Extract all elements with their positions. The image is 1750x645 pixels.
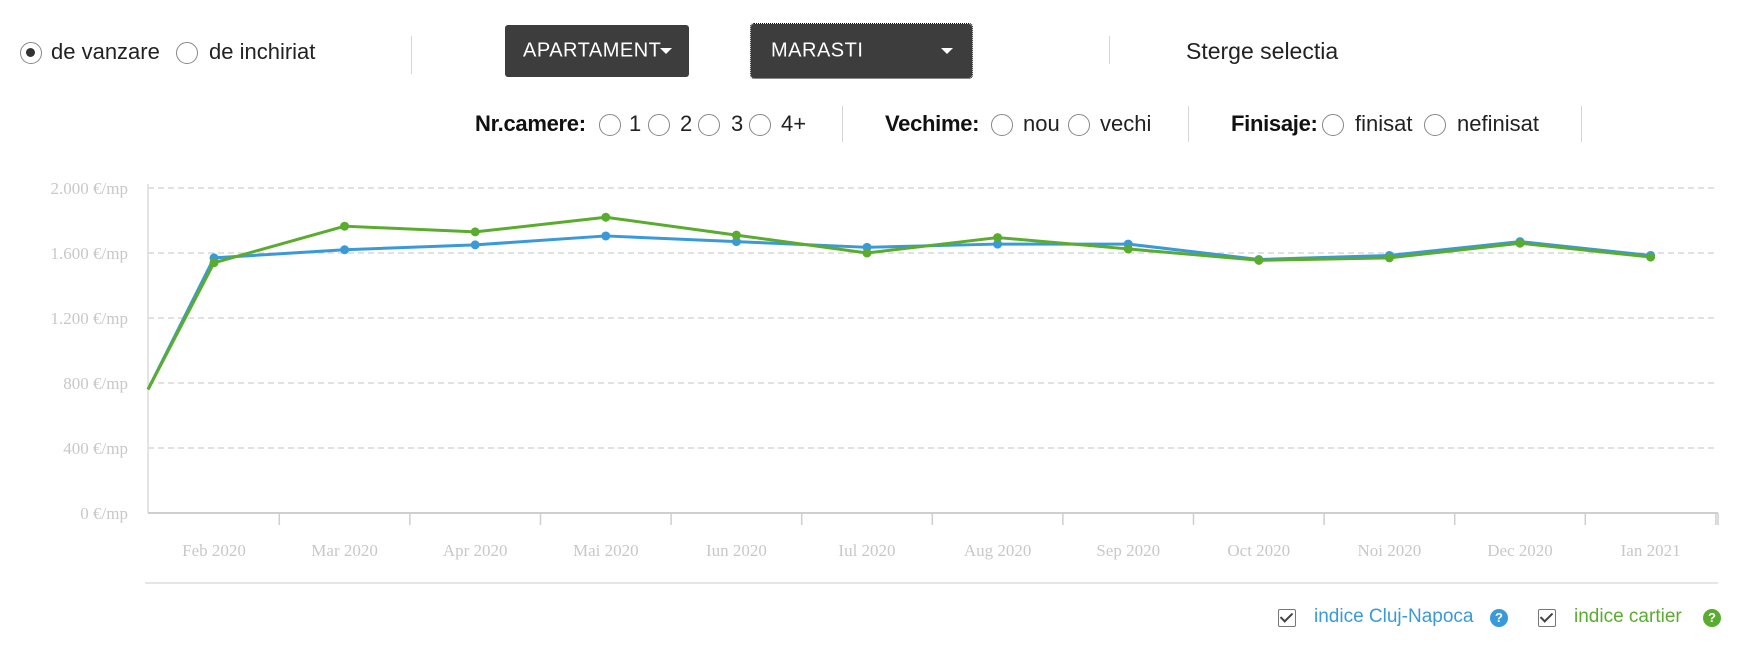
x-tick-label: Feb 2020 (182, 541, 246, 560)
y-tick-label: 1.200 €/mp (51, 309, 128, 328)
radio-sale[interactable] (20, 42, 42, 64)
x-tick-label: Iun 2020 (706, 541, 767, 560)
rooms-option-label[interactable]: 1 (629, 111, 642, 136)
checkbox-city[interactable] (1278, 609, 1296, 627)
rooms-option-label[interactable]: 2 (680, 111, 693, 136)
data-point (340, 245, 350, 255)
finish-option-label[interactable]: nefinisat (1457, 111, 1539, 136)
radio-rent-label[interactable]: de inchiriat (209, 39, 316, 64)
data-point (340, 221, 350, 231)
x-tick-label: Ian 2021 (1621, 541, 1681, 560)
data-point (1384, 253, 1394, 263)
data-point (731, 237, 741, 247)
neighborhood-value: MARASTI (771, 39, 864, 62)
help-icon[interactable]: ? (1490, 609, 1508, 627)
radio-finish-unfinished[interactable] (1424, 114, 1446, 136)
data-point (1254, 255, 1264, 265)
y-tick-label: 1.600 €/mp (51, 244, 128, 263)
data-point (993, 233, 1003, 243)
radio-finish-finished[interactable] (1322, 114, 1344, 136)
chevron-down-icon (941, 48, 953, 54)
neighborhood-dropdown[interactable]: MARASTI (750, 23, 973, 79)
rooms-label: Nr.camere: (475, 111, 586, 136)
radio-rooms-1[interactable] (599, 114, 621, 136)
data-point (470, 240, 480, 250)
clear-selection-link[interactable]: Sterge selectia (1186, 38, 1339, 64)
age-label: Vechime: (885, 111, 980, 136)
x-tick-label: Sep 2020 (1096, 541, 1160, 560)
radio-age-new[interactable] (991, 114, 1013, 136)
divider (842, 106, 843, 142)
data-point (470, 227, 480, 237)
radio-age-old[interactable] (1068, 114, 1090, 136)
divider (1188, 106, 1189, 142)
y-tick-label: 800 €/mp (63, 374, 128, 393)
data-point (731, 230, 741, 240)
series-line-city (146, 234, 1651, 391)
legend-district-label: indice cartier (1574, 606, 1682, 627)
y-tick-label: 400 €/mp (63, 439, 128, 458)
divider (411, 36, 412, 74)
finish-option-label[interactable]: finisat (1355, 111, 1413, 136)
rooms-option-label[interactable]: 4+ (781, 111, 807, 136)
y-tick-label: 0 €/mp (80, 504, 128, 523)
age-option-label[interactable]: nou (1023, 111, 1060, 136)
radio-rooms-2[interactable] (648, 114, 670, 136)
chevron-down-icon (660, 48, 672, 54)
x-tick-label: Noi 2020 (1358, 541, 1422, 560)
radio-rooms-3[interactable] (698, 114, 720, 136)
data-point (1123, 244, 1133, 254)
divider (1109, 36, 1110, 64)
x-tick-label: Mar 2020 (311, 541, 378, 560)
age-option-label[interactable]: vechi (1100, 111, 1152, 136)
data-point (993, 239, 1003, 249)
data-point (1515, 238, 1525, 248)
checkbox-district[interactable] (1538, 609, 1556, 627)
divider (1581, 106, 1582, 142)
data-point (601, 231, 611, 241)
x-tick-label: Mai 2020 (573, 541, 639, 560)
x-tick-label: Dec 2020 (1487, 541, 1553, 560)
price-index-chart: 0 €/mp 400 €/mp 800 €/mp 1.200 €/mp 1.600 €/… (51, 179, 1719, 584)
rooms-option-label[interactable]: 3 (731, 111, 744, 136)
y-tick-label: 2.000 €/mp (51, 179, 128, 198)
data-point (209, 258, 219, 268)
data-point (601, 212, 611, 222)
x-tick-label: Apr 2020 (443, 541, 508, 560)
data-point (1646, 252, 1656, 262)
filter-bar-top: de vanzare de inchiriat APARTAMENT MARAS… (0, 0, 1750, 100)
x-tick-label: Oct 2020 (1227, 541, 1290, 560)
finish-label: Finisaje: (1231, 111, 1318, 136)
data-point (862, 248, 872, 258)
radio-rent[interactable] (176, 42, 198, 64)
legend-city-label: indice Cluj-Napoca (1314, 606, 1474, 627)
series-line-district (146, 215, 1651, 391)
x-tick-label: Iul 2020 (838, 541, 895, 560)
help-icon[interactable]: ? (1703, 609, 1721, 627)
property-type-dropdown[interactable]: APARTAMENT (505, 25, 689, 77)
x-tick-label: Aug 2020 (964, 541, 1032, 560)
property-type-value: APARTAMENT (523, 39, 662, 62)
radio-rooms-4plus[interactable] (749, 114, 771, 136)
radio-sale-label[interactable]: de vanzare (51, 39, 160, 64)
